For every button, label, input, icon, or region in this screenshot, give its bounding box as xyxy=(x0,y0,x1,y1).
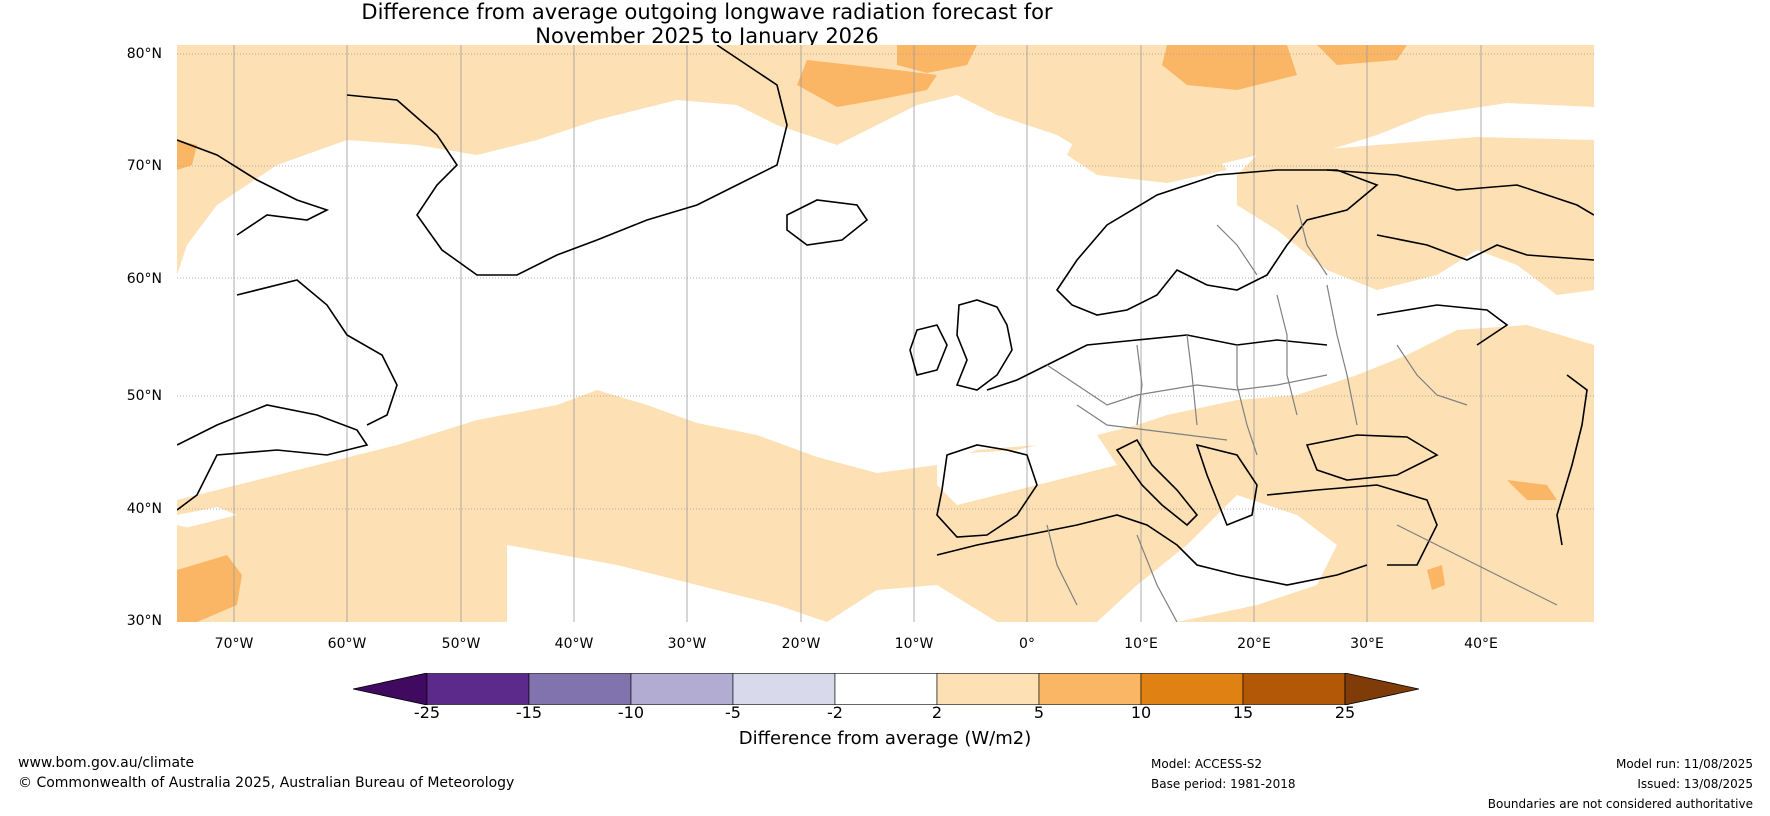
footer-model: Model: ACCESS-S2 xyxy=(1151,757,1263,771)
footer-disclaimer: Boundaries are not considered authoritat… xyxy=(1487,797,1753,811)
lon-label-20e: 20°E xyxy=(1237,636,1271,652)
footer-issued: Issued: 13/08/2025 xyxy=(1637,777,1753,791)
colorbar-tick-label: -2 xyxy=(827,703,843,722)
colorbar-tick-label: -15 xyxy=(515,703,543,722)
coastlines xyxy=(177,45,1594,586)
footer-base-period: Base period: 1981-2018 xyxy=(1151,777,1296,791)
lon-label-20w: 20°W xyxy=(781,636,821,652)
footer-copyright: © Commonwealth of Australia 2025, Austra… xyxy=(18,775,515,791)
map-title-line1: Difference from average outgoing longwav… xyxy=(361,0,1053,24)
lon-label-30w: 30°W xyxy=(667,636,707,652)
lat-label-60n: 60°N xyxy=(126,271,162,287)
graticule xyxy=(177,45,1594,622)
lat-label-80n: 80°N xyxy=(126,46,162,62)
lon-label-70w: 70°W xyxy=(214,636,254,652)
lat-label-30n: 30°N xyxy=(126,613,162,629)
lon-label-10w: 10°W xyxy=(894,636,934,652)
colorbar-tick-label: -25 xyxy=(413,703,441,722)
lon-label-60w: 60°W xyxy=(327,636,367,652)
colorbar-swatch xyxy=(834,673,938,705)
colorbar-swatch xyxy=(426,673,530,705)
map-title-line2: November 2025 to January 2026 xyxy=(535,24,879,48)
map-panel xyxy=(177,45,1594,622)
lon-label-40e: 40°E xyxy=(1464,636,1498,652)
colorbar-tick-label: 10 xyxy=(1130,703,1152,722)
colorbar-tick-label: -10 xyxy=(617,703,645,722)
lon-label-0: 0° xyxy=(1019,636,1035,652)
colorbar-tick-label: -5 xyxy=(725,703,741,722)
map-title: Difference from average outgoing longwav… xyxy=(0,0,1414,48)
anomaly-map xyxy=(177,45,1594,622)
colorbar xyxy=(352,672,1420,706)
colorbar-min-extension xyxy=(352,672,428,706)
lon-label-40w: 40°W xyxy=(554,636,594,652)
colorbar-swatch xyxy=(936,673,1040,705)
lat-label-70n: 70°N xyxy=(126,158,162,174)
colorbar-max-extension xyxy=(1344,672,1420,706)
lon-label-10e: 10°E xyxy=(1124,636,1158,652)
colorbar-tick-label: 15 xyxy=(1232,703,1254,722)
colorbar-tick-label: 5 xyxy=(1033,703,1045,722)
colorbar-swatch xyxy=(1140,673,1244,705)
colorbar-tick-label: 2 xyxy=(931,703,943,722)
colorbar-swatches xyxy=(352,672,1420,706)
lat-label-40n: 40°N xyxy=(126,501,162,517)
lon-label-50w: 50°W xyxy=(441,636,481,652)
colorbar-swatch xyxy=(630,673,734,705)
country-borders xyxy=(1046,204,1558,622)
colorbar-swatch xyxy=(1242,673,1346,705)
colorbar-swatch xyxy=(1038,673,1142,705)
colorbar-title: Difference from average (W/m2) xyxy=(738,728,1032,749)
anomaly-shading-5-10 xyxy=(177,45,1557,622)
lon-label-30e: 30°E xyxy=(1350,636,1384,652)
colorbar-tick-label: 25 xyxy=(1334,703,1356,722)
colorbar-swatch xyxy=(732,673,836,705)
colorbar-swatch xyxy=(528,673,632,705)
lat-label-50n: 50°N xyxy=(126,388,162,404)
footer-model-run: Model run: 11/08/2025 xyxy=(1615,757,1753,771)
footer-website[interactable]: www.bom.gov.au/climate xyxy=(18,755,195,771)
